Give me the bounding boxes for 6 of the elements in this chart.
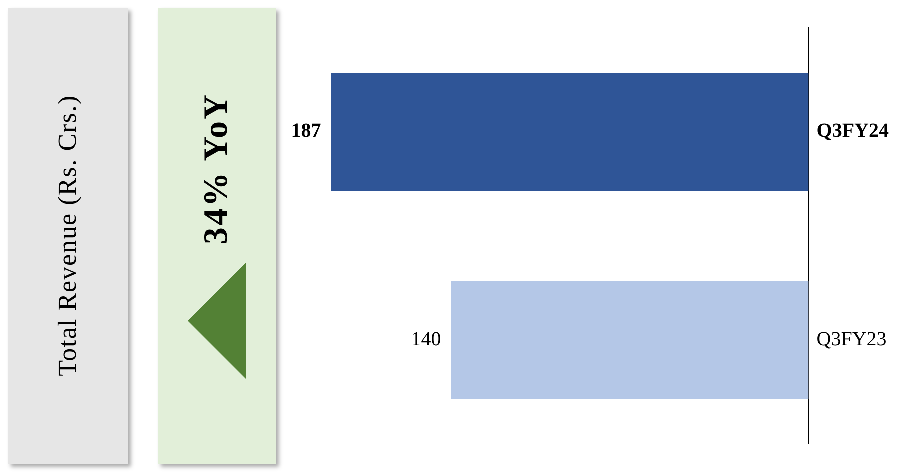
data-label: 140 (411, 328, 442, 350)
text: Total Revenue (Rs. Crs.) (53, 95, 83, 377)
y-tick-label: Q3FY24 (816, 120, 889, 142)
y-tick-label: Q3FY23 (816, 328, 887, 350)
text: 34% YoY (198, 93, 236, 245)
data-label: 187 (291, 120, 322, 142)
